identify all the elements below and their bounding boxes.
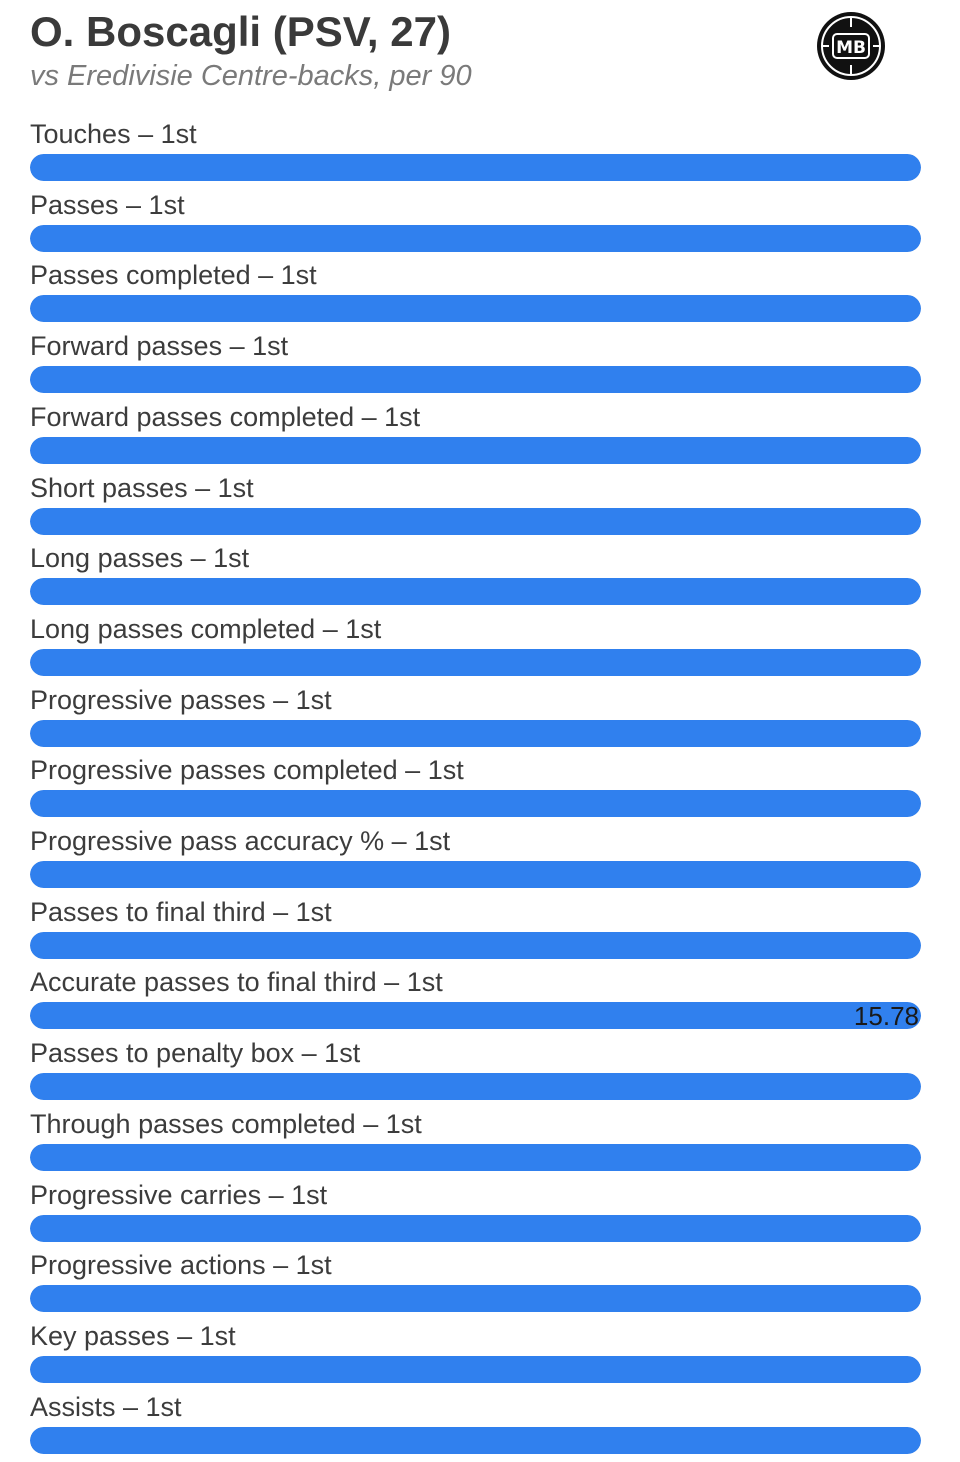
bar-track [30, 436, 921, 464]
bar-fill [30, 224, 921, 252]
metric-label: Progressive carries – 1st [30, 1179, 328, 1210]
metric-label: Forward passes completed – 1st [30, 401, 421, 432]
metric-label: Assists – 1st [30, 1391, 182, 1422]
bar-fill [30, 1426, 921, 1454]
metric-label: Progressive pass accuracy % – 1st [30, 826, 451, 856]
bar-fill [30, 648, 921, 676]
metric-label: Long passes – 1st [30, 543, 250, 574]
bar-track [30, 1285, 921, 1313]
bar-fill [30, 154, 921, 181]
chart-subtitle: vs Eredivisie Centre-backs, per 90 [30, 60, 472, 92]
metric-label: Progressive actions – 1st [30, 1250, 332, 1281]
metric-label: Progressive passes – 1st [30, 684, 332, 715]
bar-track [30, 861, 921, 888]
metric-label: Forward passes – 1st [30, 331, 289, 362]
bar-fill [30, 931, 921, 959]
bar-value-label: 15.78 [853, 1001, 919, 1032]
metric-label: Accurate passes to final third – 1st [30, 967, 443, 998]
bar-track [30, 1073, 921, 1101]
bar-track [30, 295, 921, 323]
bar-track [30, 366, 921, 394]
bar-fill [30, 790, 921, 818]
bar-fill [30, 1002, 921, 1030]
bar-fill [30, 507, 921, 535]
bar-fill [30, 861, 921, 888]
mb-logo-icon: MB [817, 12, 885, 80]
bar-track [30, 931, 921, 959]
metric-label: Passes to final third – 1st [30, 896, 332, 927]
bar-fill [30, 436, 921, 464]
metric-label: Long passes completed – 1st [30, 613, 382, 644]
metric-label: Passes to penalty box – 1st [30, 1038, 361, 1069]
bar-track [30, 648, 921, 676]
metric-label: Touches – 1st [30, 119, 197, 149]
bar-track [30, 719, 921, 747]
chart-title: O. Boscagli (PSV, 27) [30, 8, 451, 55]
bar-fill [30, 1073, 921, 1101]
metric-label: Passes completed – 1st [30, 260, 317, 291]
metric-label: Passes – 1st [30, 189, 185, 220]
bar-track [30, 1002, 921, 1030]
metric-label: Progressive passes completed – 1st [30, 755, 464, 786]
bar-fill [30, 295, 921, 323]
bar-track [30, 507, 921, 535]
bar-track [30, 1143, 921, 1171]
bar-track [30, 1426, 921, 1454]
bar-track [30, 224, 921, 252]
bar-track [30, 790, 921, 818]
bar-fill [30, 1143, 921, 1171]
metric-label: Short passes – 1st [30, 472, 254, 503]
bar-track [30, 578, 921, 606]
chart-header: O. Boscagli (PSV, 27) vs Eredivisie Cent… [30, 6, 790, 94]
bar-fill [30, 1214, 921, 1242]
bar-fill [30, 366, 921, 394]
bar-track [30, 154, 921, 181]
bar-track [30, 1355, 921, 1383]
bar-fill [30, 1355, 921, 1383]
metric-label: Through passes completed – 1st [30, 1108, 422, 1139]
bar-track [30, 1214, 921, 1242]
metric-label: Key passes – 1st [30, 1320, 236, 1351]
bar-fill [30, 1285, 921, 1313]
bar-fill [30, 578, 921, 606]
logo-text: MB [836, 38, 866, 58]
bar-fill [30, 719, 921, 747]
